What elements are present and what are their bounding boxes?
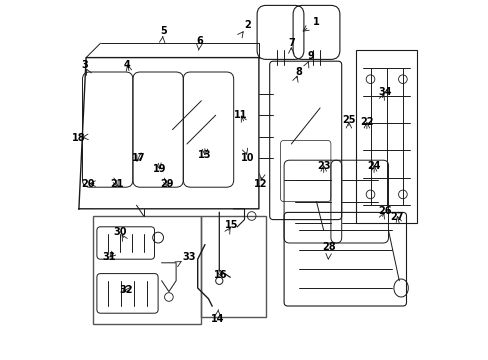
Text: 14: 14 xyxy=(210,314,224,324)
Text: 32: 32 xyxy=(119,285,132,295)
Text: 23: 23 xyxy=(316,161,330,171)
Text: 30: 30 xyxy=(113,227,127,237)
Text: 21: 21 xyxy=(110,179,123,189)
Text: 16: 16 xyxy=(214,270,227,280)
Text: 34: 34 xyxy=(377,87,391,97)
Bar xyxy=(201,216,265,317)
Text: 15: 15 xyxy=(224,220,238,230)
Text: 19: 19 xyxy=(153,164,166,174)
Text: 27: 27 xyxy=(390,212,404,222)
Text: 8: 8 xyxy=(294,67,301,77)
Text: 9: 9 xyxy=(307,51,314,61)
Text: 4: 4 xyxy=(124,60,131,70)
Text: 26: 26 xyxy=(377,206,391,216)
Text: 1: 1 xyxy=(312,17,319,27)
Text: 6: 6 xyxy=(196,36,203,46)
Text: 28: 28 xyxy=(322,242,335,252)
Bar xyxy=(355,50,416,223)
Text: 2: 2 xyxy=(244,20,251,30)
Text: 10: 10 xyxy=(241,153,254,163)
Text: 29: 29 xyxy=(160,179,174,189)
Text: 11: 11 xyxy=(234,110,247,120)
Text: 12: 12 xyxy=(253,179,267,189)
Text: 5: 5 xyxy=(160,26,166,36)
Text: 20: 20 xyxy=(81,179,95,189)
Text: 3: 3 xyxy=(81,60,87,70)
Text: 7: 7 xyxy=(287,38,294,48)
Text: 25: 25 xyxy=(342,114,355,125)
Text: 22: 22 xyxy=(360,117,373,127)
Text: 18: 18 xyxy=(72,132,85,143)
Text: 13: 13 xyxy=(198,150,211,160)
Text: 31: 31 xyxy=(102,252,116,262)
Text: 17: 17 xyxy=(131,153,145,163)
Text: 24: 24 xyxy=(366,161,380,171)
Text: 33: 33 xyxy=(182,252,195,262)
Bar xyxy=(93,216,201,324)
